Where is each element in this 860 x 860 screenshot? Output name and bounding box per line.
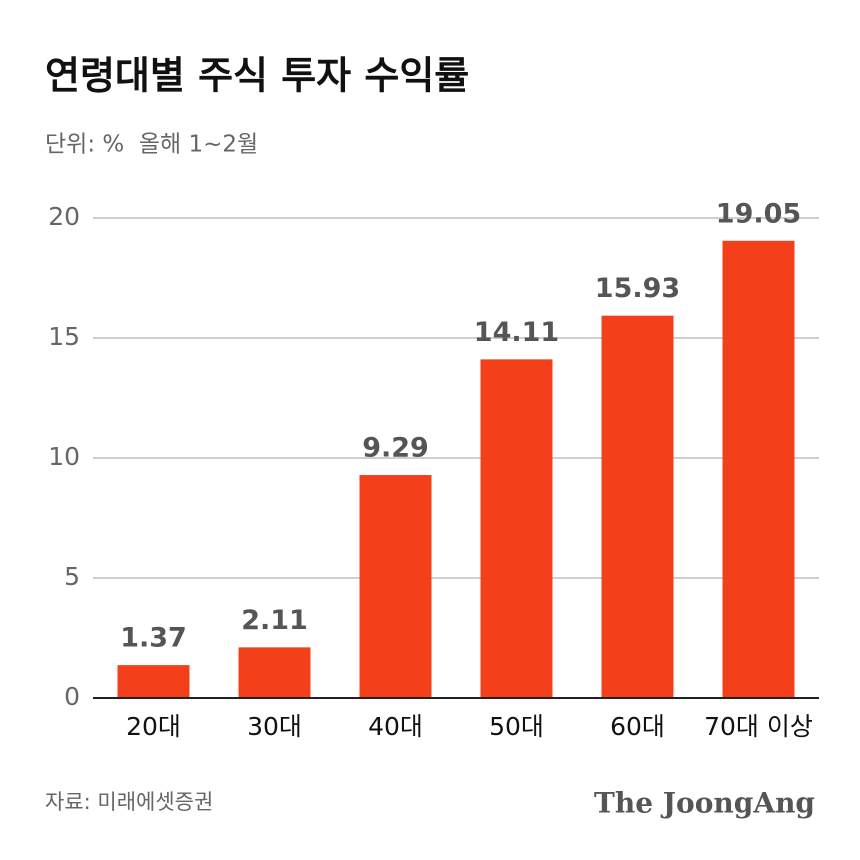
value-label: 15.93 bbox=[595, 273, 680, 304]
y-tick-label: 0 bbox=[64, 682, 80, 711]
x-tick-label: 50대 bbox=[489, 712, 544, 741]
bar bbox=[359, 475, 432, 698]
x-tick-label: 60대 bbox=[610, 712, 665, 741]
chart-title: 연령대별 주식 투자 수익률 bbox=[45, 54, 469, 98]
value-label: 2.11 bbox=[241, 605, 308, 636]
value-label: 19.05 bbox=[716, 198, 801, 229]
x-tick-label: 70대 이상 bbox=[704, 712, 813, 741]
x-tick-label: 30대 bbox=[247, 712, 302, 741]
bar bbox=[117, 665, 190, 698]
value-label: 9.29 bbox=[362, 433, 429, 464]
y-tick-label: 15 bbox=[48, 322, 80, 351]
source: 자료: 미래에셋증권 bbox=[45, 790, 213, 814]
y-tick-label: 10 bbox=[48, 442, 80, 471]
bar bbox=[722, 240, 795, 699]
brand: The JoongAng bbox=[594, 787, 815, 820]
y-tick-label: 5 bbox=[64, 562, 80, 591]
bar bbox=[238, 647, 311, 698]
value-label: 1.37 bbox=[120, 623, 187, 654]
y-tick-label: 20 bbox=[48, 202, 80, 231]
bar bbox=[601, 315, 674, 698]
bar bbox=[480, 359, 553, 698]
chart-subtitle: 단위: % 올해 1~2월 bbox=[45, 132, 258, 158]
x-tick-label: 20대 bbox=[126, 712, 181, 741]
x-tick-label: 40대 bbox=[368, 712, 423, 741]
value-label: 14.11 bbox=[474, 317, 559, 348]
